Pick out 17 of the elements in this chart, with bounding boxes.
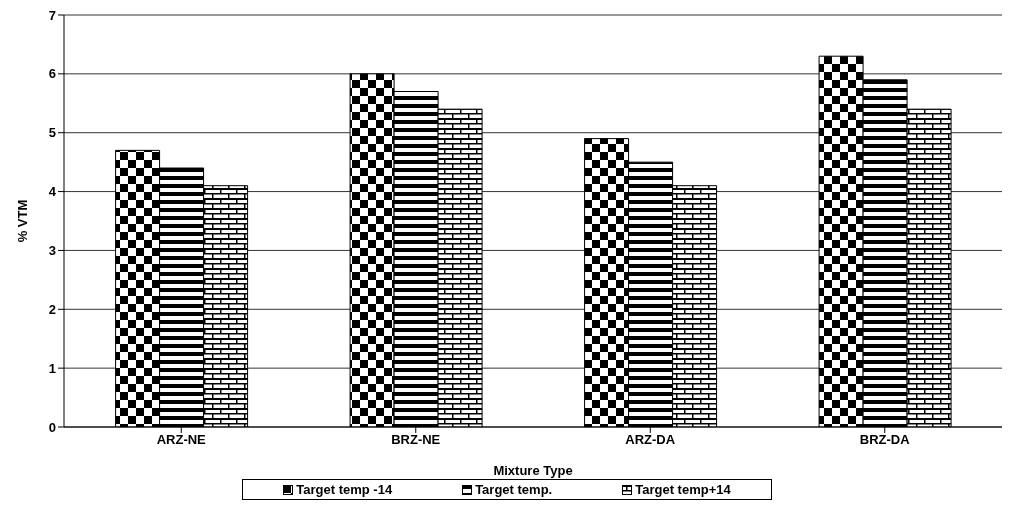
legend-label: Target temp.: [474, 482, 553, 497]
x-tick-label: BRZ-DA: [859, 432, 911, 448]
y-tick-label: 3: [48, 243, 56, 259]
y-axis-title: % VTM: [14, 199, 30, 243]
y-tick-label: 1: [48, 360, 56, 376]
legend-label: Target temp+14: [634, 482, 731, 497]
x-tick-label: ARZ-DA: [625, 432, 676, 448]
y-tick-label: 2: [48, 301, 56, 317]
y-tick-label: 5: [48, 125, 56, 141]
y-tick-label: 7: [48, 7, 56, 23]
x-tick-label: BRZ-NE: [391, 432, 441, 448]
y-tick-label: 0: [48, 419, 56, 435]
x-tick-label: ARZ-NE: [156, 432, 207, 448]
legend-label: Target temp -14: [295, 482, 393, 497]
y-tick-label: 4: [48, 184, 57, 200]
y-tick-label: 6: [48, 66, 56, 82]
x-axis-title: Mixture Type: [493, 463, 573, 478]
